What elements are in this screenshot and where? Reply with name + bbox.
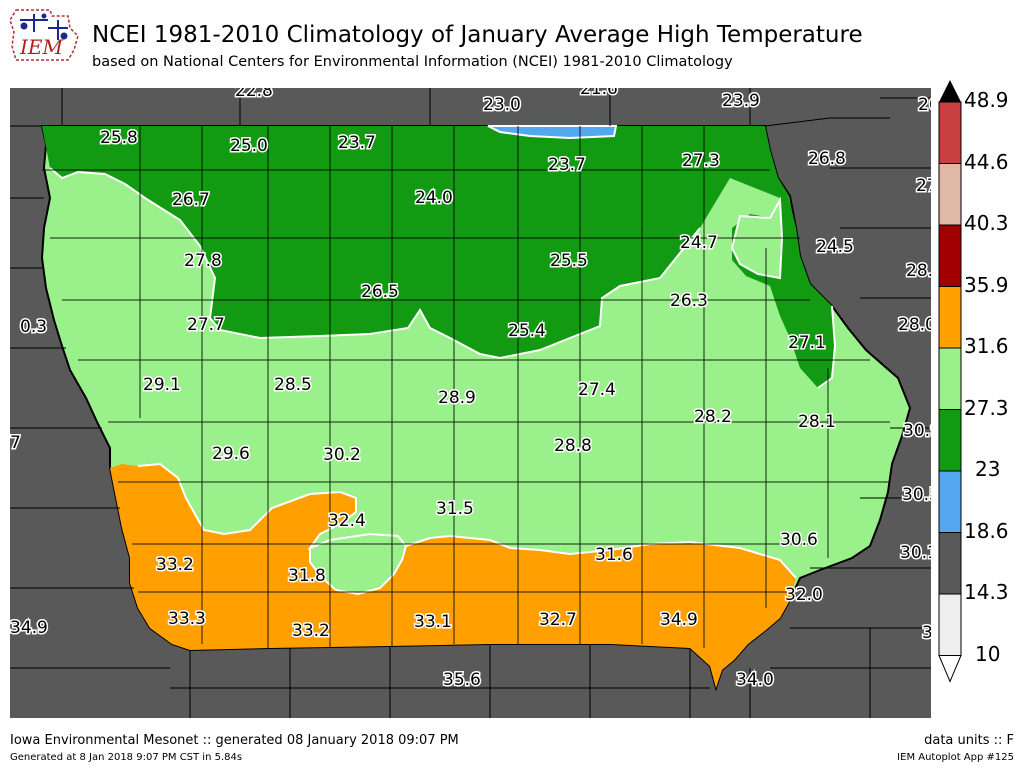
station-value-label: 27.1 — [788, 333, 826, 353]
blue-region — [487, 125, 618, 140]
station-value-label: 29.1 — [143, 375, 181, 395]
station-value-label: 25.8 — [100, 128, 138, 148]
station-value-label: 23.9 — [722, 91, 760, 111]
station-value-label: 28.2 — [694, 407, 732, 427]
colorbar-segment — [938, 101, 962, 164]
colorbar-tick-label: 35.9 — [964, 272, 1009, 297]
footer-data-units: data units :: F — [924, 733, 1014, 748]
footer-app-id: IEM Autoplot App #125 — [897, 752, 1014, 763]
station-value-label: 30.5 — [902, 485, 931, 505]
station-value-label: 22.8 — [235, 88, 273, 101]
station-value-label: 27.3 — [682, 151, 720, 171]
iowa-temperature-map: 22.823.021.623.92625.825.023.723.727.326… — [10, 88, 931, 718]
page-title: NCEI 1981-2010 Climatology of January Av… — [92, 22, 863, 48]
station-value-label: 26 — [918, 95, 931, 115]
station-value-label: 33.2 — [292, 621, 330, 641]
colorbar-tick-label: 23 — [975, 457, 1001, 481]
station-value-label: 32.0 — [785, 585, 823, 605]
station-value-label: 24.7 — [680, 233, 718, 253]
colorbar-segment — [938, 286, 962, 349]
station-value-label: 3 — [922, 623, 931, 643]
station-value-label: 27. — [916, 176, 931, 196]
colorbar-over-arrow — [939, 80, 961, 102]
colorbar-segment — [938, 532, 962, 595]
colorbar — [938, 80, 962, 683]
colorbar-tick-label: 40.3 — [964, 211, 1009, 235]
colorbar-tick-label: 44.6 — [964, 149, 1009, 174]
station-value-label: 28. — [906, 261, 931, 281]
station-value-label: 28.8 — [554, 436, 592, 456]
colorbar-tick-label: 18.6 — [964, 518, 1009, 543]
station-value-label: 29.6 — [212, 444, 250, 464]
colorbar-under-arrow — [938, 655, 962, 683]
station-value-label: 26.8 — [808, 149, 846, 169]
station-value-label: 33.1 — [414, 612, 452, 632]
station-value-label: 0.3 — [20, 317, 47, 337]
colorbar-tick-label: 14.3 — [964, 580, 1009, 604]
station-value-label: 25.0 — [230, 136, 268, 156]
colorbar-segment — [938, 409, 962, 472]
page-subtitle: based on National Centers for Environmen… — [92, 54, 733, 70]
station-value-label: 25.5 — [550, 251, 588, 271]
station-value-label: 7 — [10, 433, 21, 453]
iem-logo: IEM — [8, 6, 80, 68]
colorbar-segment — [938, 470, 962, 533]
station-value-label: 34.9 — [660, 610, 698, 630]
station-value-label: 28.1 — [798, 412, 836, 432]
colorbar-segment — [938, 224, 962, 287]
station-value-label: 27.7 — [187, 315, 225, 335]
colorbar-tick-label: 10 — [975, 641, 1001, 666]
station-value-label: 28.0 — [898, 315, 931, 335]
station-value-label: 23.0 — [483, 95, 521, 115]
colorbar-segment — [938, 593, 962, 656]
station-value-label: 26.3 — [670, 291, 708, 311]
station-value-label: 32.7 — [539, 610, 577, 630]
colorbar-tick-label: 31.6 — [964, 334, 1009, 358]
station-value-label: 26.7 — [172, 190, 210, 210]
station-value-label: 31.6 — [595, 545, 633, 565]
station-value-label: 23.7 — [548, 155, 586, 175]
station-value-label: 27.4 — [578, 380, 616, 400]
colorbar-segment — [938, 163, 962, 226]
footer-generated-detail: Generated at 8 Jan 2018 9:07 PM CST in 5… — [10, 752, 243, 763]
station-value-label: 28.9 — [438, 388, 476, 408]
station-value-label: 30.9 — [903, 421, 931, 441]
station-value-label: 30.6 — [780, 530, 818, 550]
station-value-label: 25.4 — [508, 321, 546, 341]
station-labels: 22.823.021.623.92625.825.023.723.727.326… — [10, 88, 931, 692]
colorbar-tick-label: 48.9 — [964, 88, 1009, 112]
station-value-label: 24.5 — [816, 237, 854, 257]
station-value-label: 28.5 — [274, 375, 312, 395]
colorbar-segment — [938, 347, 962, 410]
colorbar-tick-label: 27.3 — [964, 395, 1009, 420]
station-value-label: 21.6 — [580, 88, 618, 99]
footer-generated: Iowa Environmental Mesonet :: generated … — [10, 733, 459, 748]
station-value-label: 34.0 — [736, 670, 774, 690]
station-value-label: 24.0 — [415, 188, 453, 208]
station-value-label: 30.2 — [323, 445, 361, 465]
station-value-label: 34.9 — [10, 618, 48, 638]
dark-green-region — [42, 126, 835, 388]
station-value-label: 23.7 — [338, 133, 376, 153]
station-value-label: 35.6 — [443, 670, 481, 690]
station-value-label: 30.1 — [900, 543, 931, 563]
station-value-label: 26.5 — [361, 282, 399, 302]
orange-region — [110, 464, 796, 688]
station-value-label: 32.4 — [328, 511, 366, 531]
station-value-label: 31.5 — [436, 499, 474, 519]
station-value-label: 33.3 — [168, 609, 206, 629]
station-value-label: 31.8 — [288, 566, 326, 586]
station-value-label: 27.8 — [184, 251, 222, 271]
station-value-label: 33.2 — [156, 555, 194, 575]
logo-text: IEM — [19, 35, 64, 59]
